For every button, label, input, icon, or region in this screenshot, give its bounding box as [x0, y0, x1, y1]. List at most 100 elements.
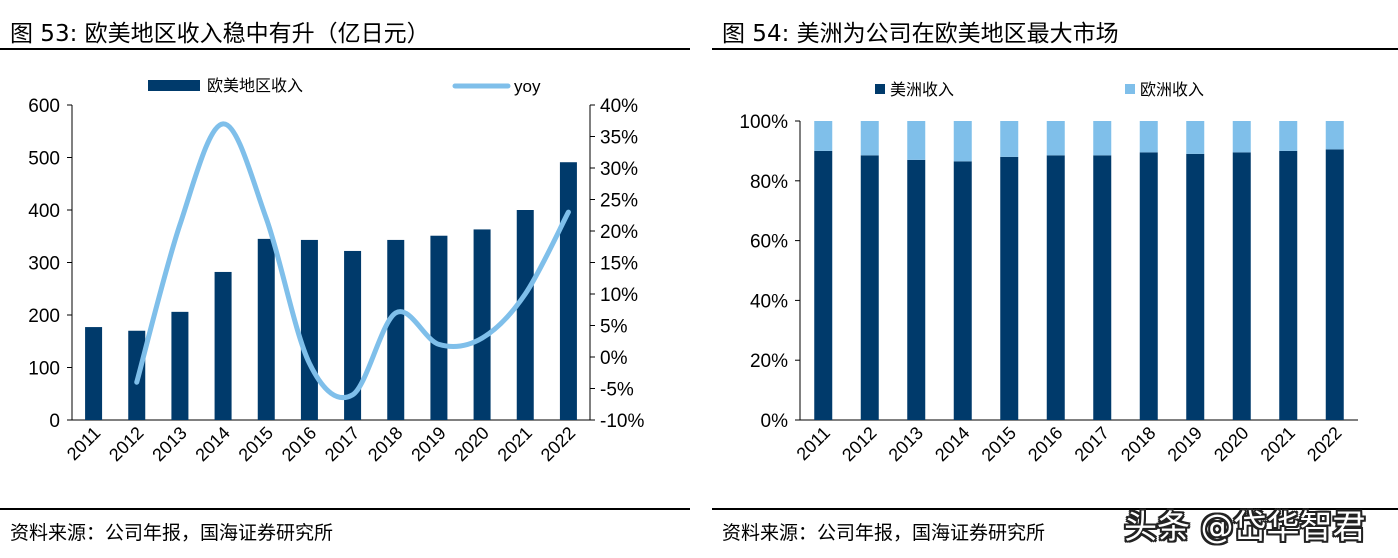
source-rule [712, 508, 1398, 510]
y-tick-label: 0% [761, 411, 789, 432]
legend-bar-label: 欧美地区收入 [207, 76, 303, 95]
bar-europe [1279, 121, 1298, 151]
bar-americas [1232, 152, 1251, 420]
y-tick-label-right: 30% [600, 159, 638, 180]
y-tick-label-right: 40% [600, 96, 638, 117]
x-tick-label: 2017 [321, 423, 363, 465]
bar-americas [907, 159, 926, 420]
bar-revenue [214, 271, 232, 420]
x-tick-label: 2011 [63, 423, 105, 465]
x-tick-label: 2013 [148, 423, 190, 465]
x-tick-label: 2020 [1210, 423, 1252, 465]
bar-europe [1232, 121, 1251, 153]
figure-54-source: 资料来源：公司年报，国海证券研究所 [722, 522, 1046, 544]
y-tick-label-right: 20% [600, 222, 638, 243]
y-tick-label: 100% [739, 112, 788, 133]
y-tick-label-left: 0 [49, 411, 60, 432]
bar-europe [1093, 121, 1112, 156]
title-rule [0, 48, 690, 50]
bar-americas [1093, 155, 1112, 420]
x-tick-label: 2020 [450, 423, 492, 465]
title-rule [712, 48, 1398, 50]
bar-revenue [257, 238, 275, 420]
bar-revenue [559, 162, 577, 420]
y-tick-label-right: -5% [600, 380, 634, 401]
y-tick-label-right: 10% [600, 285, 638, 306]
x-tick-label: 2019 [1164, 423, 1206, 465]
figure-54-panel: 图 54: 美洲为公司在欧美地区最大市场 美洲收入 欧洲收入 0% 20% 40% 60%… [712, 0, 1398, 558]
y-tick-label-right: 15% [600, 254, 638, 275]
legend-line-label: yoy [514, 77, 541, 96]
watermark: 头条 @岱华智君 [1124, 507, 1366, 546]
y-tick-label-left: 400 [28, 201, 60, 222]
x-tick-label: 2012 [105, 423, 147, 465]
bar-europe [1325, 121, 1344, 150]
bar-revenue [387, 239, 405, 420]
y-tick-label-left: 500 [28, 149, 60, 170]
bar-revenue [473, 229, 491, 420]
x-tick-label: 2015 [235, 423, 277, 465]
x-tick-label: 2018 [1117, 423, 1159, 465]
legend-europe-label: 欧洲收入 [1140, 80, 1204, 99]
bar-revenue [300, 239, 318, 420]
bar-revenue [344, 250, 362, 420]
bar-europe [1046, 121, 1065, 156]
x-tick-label: 2014 [191, 423, 233, 465]
y-tick-label-right: 25% [600, 191, 638, 212]
x-tick-label: 2022 [537, 423, 579, 465]
bar-europe [860, 121, 879, 156]
bar-europe [1000, 121, 1019, 157]
x-tick-label: 2016 [1024, 423, 1066, 465]
y-tick-label-left: 600 [28, 96, 60, 117]
bar-americas [1186, 153, 1205, 420]
x-tick-label: 2015 [978, 423, 1020, 465]
legend-bar-swatch [148, 80, 200, 91]
x-tick-label: 2019 [407, 423, 449, 465]
x-tick-label: 2022 [1303, 423, 1345, 465]
y-tick-label-right: 0% [600, 348, 628, 369]
figure-53-title: 图 53: 欧美地区收入稳中有升（亿日元） [10, 21, 430, 47]
y-tick-label-right: -10% [600, 411, 644, 432]
bar-americas [1325, 149, 1344, 420]
figure-53-chart: 欧美地区收入 yoy 0 100 200 300 400 500 600 -10% -5% 0% 5% 1… [28, 76, 644, 465]
bar-americas [814, 150, 833, 420]
x-tick-label: 2011 [793, 423, 835, 465]
bar-europe [1186, 121, 1205, 154]
series-line-yoy [134, 121, 571, 401]
bar-europe [814, 121, 833, 151]
y-tick-label: 60% [750, 232, 788, 253]
legend-europe-swatch [1125, 84, 1135, 94]
y-tick-label-left: 300 [28, 254, 60, 275]
x-tick-label: 2012 [838, 423, 880, 465]
bar-americas [860, 155, 879, 420]
x-tick-label: 2014 [931, 423, 973, 465]
bar-europe [953, 121, 972, 162]
bar-americas [1139, 152, 1158, 420]
x-tick-label: 2018 [364, 423, 406, 465]
y-tick-label-left: 200 [28, 306, 60, 327]
bar-revenue [430, 235, 448, 420]
y-tick-label: 80% [750, 172, 788, 193]
x-tick-label: 2021 [494, 423, 536, 465]
figure-54-title: 图 54: 美洲为公司在欧美地区最大市场 [722, 21, 1119, 47]
bar-revenue [516, 210, 534, 420]
figure-53-panel: 图 53: 欧美地区收入稳中有升（亿日元） 欧美地区收入 yoy 0 100 200 30… [0, 0, 690, 558]
x-tick-label: 2017 [1071, 423, 1113, 465]
x-tick-label: 2021 [1257, 423, 1299, 465]
y-tick-label: 40% [750, 291, 788, 312]
y-tick-label-left: 100 [28, 359, 60, 380]
bar-europe [1139, 121, 1158, 153]
y-tick-label-right: 5% [600, 317, 628, 338]
y-tick-label: 20% [750, 351, 788, 372]
bar-americas [1046, 155, 1065, 420]
bar-revenue [171, 311, 189, 420]
bar-americas [1279, 150, 1298, 420]
x-tick-label: 2016 [278, 423, 320, 465]
x-tick-label: 2013 [885, 423, 927, 465]
y-tick-label-right: 35% [600, 128, 638, 149]
bar-revenue [85, 327, 103, 420]
bar-europe [907, 121, 926, 160]
legend-americas-swatch [875, 84, 885, 94]
bar-americas [1000, 156, 1019, 420]
